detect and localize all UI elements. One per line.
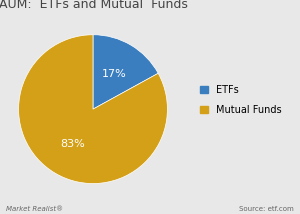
Wedge shape (19, 35, 167, 184)
Title: AUM:  ETFs and Mutual  Funds: AUM: ETFs and Mutual Funds (0, 0, 188, 11)
Text: Market Realist®: Market Realist® (6, 206, 63, 212)
Text: 17%: 17% (101, 69, 126, 79)
Legend: ETFs, Mutual Funds: ETFs, Mutual Funds (200, 85, 281, 115)
Text: 83%: 83% (60, 139, 85, 149)
Text: Source: etf.com: Source: etf.com (239, 206, 294, 212)
Wedge shape (93, 35, 158, 109)
